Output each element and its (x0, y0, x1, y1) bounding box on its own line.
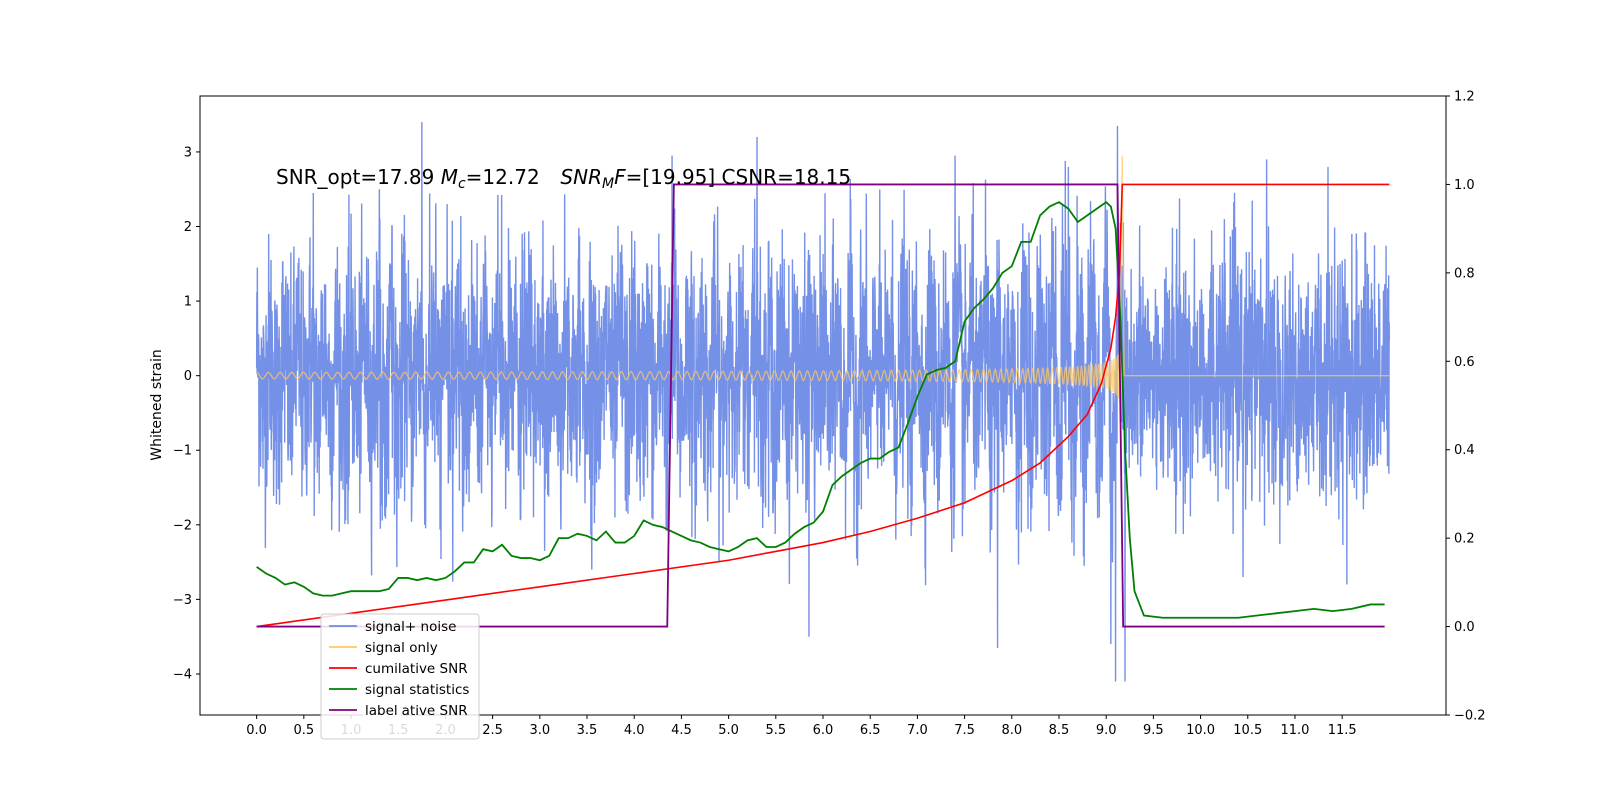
x-tick-label: 4.0 (624, 723, 645, 738)
x-tick-label: 10.0 (1186, 723, 1215, 738)
series-signal-statistics (256, 200, 1385, 619)
x-tick-label: 6.5 (860, 723, 881, 738)
y-left-tick-label: 1 (184, 295, 192, 310)
x-tick-label: 3.5 (577, 723, 598, 738)
y-left-tick-label: −1 (173, 444, 192, 459)
y-left-tick-label: 0 (184, 369, 192, 384)
legend: signal+ noise signal only cumilative SNR si… (320, 613, 480, 740)
series-layer (255, 122, 1391, 682)
x-tick-label: 7.0 (907, 723, 928, 738)
y-left-tick-label: −4 (173, 667, 192, 682)
legend-label: label (365, 703, 398, 719)
y-left-tick-label: 3 (184, 145, 192, 160)
x-tick-label: 2.5 (482, 723, 503, 738)
x-tick-label: 9.5 (1143, 723, 1164, 738)
x-axis: 0.00.51.01.52.02.53.03.54.04.55.05.56.06… (246, 715, 1357, 738)
x-tick-label: 9.0 (1096, 723, 1117, 738)
y-right-tick-label: 1.0 (1454, 178, 1475, 193)
y-right-tick-label: 1.2 (1454, 90, 1475, 105)
x-tick-label: 7.5 (954, 723, 975, 738)
x-tick-label: 8.0 (1001, 723, 1022, 738)
legend-label: cumilative SNR (365, 661, 468, 677)
chart-annotation: SNR_opt=17.89 Mc=12.72 SNRMF=[19.95] CSN… (276, 165, 851, 192)
x-tick-label: 11.0 (1280, 723, 1309, 738)
legend-label: signal only (365, 640, 438, 656)
legend-label-bg (363, 701, 401, 719)
series-label (256, 183, 1385, 628)
x-tick-label: 5.5 (765, 723, 786, 738)
series-cumulative-snr (256, 183, 1390, 628)
x-tick-label: 0.0 (246, 723, 267, 738)
y-left-tick-label: −3 (173, 593, 192, 608)
y-axis-left: 3 2 1 0 −1 −2 −3 −4 (173, 145, 200, 682)
x-tick-label: 0.5 (293, 723, 314, 738)
y-right-tick-label: 0.8 (1454, 266, 1475, 281)
x-tick-label: 10.5 (1233, 723, 1262, 738)
legend-label: signal statistics (365, 682, 469, 698)
y-right-tick-label: −0.2 (1454, 709, 1486, 724)
x-tick-label: 5.0 (718, 723, 739, 738)
y-right-tick-label: 0.6 (1454, 355, 1475, 370)
y-left-tick-label: 2 (184, 220, 192, 235)
y-right-tick-label: 0.0 (1454, 620, 1475, 635)
x-tick-label: 4.5 (671, 723, 692, 738)
series-signal-only (256, 155, 1390, 403)
x-tick-label: 8.5 (1049, 723, 1070, 738)
series-signal-noise (255, 122, 1391, 682)
y-right-tick-label: 0.2 (1454, 532, 1475, 547)
legend-box (320, 613, 480, 740)
y-axis-label: Whitened strain (149, 349, 165, 460)
x-tick-label: 3.0 (529, 723, 550, 738)
y-right-tick-label: 0.4 (1454, 443, 1475, 458)
x-tick-label: 11.5 (1328, 723, 1357, 738)
x-tick-label: 6.0 (813, 723, 834, 738)
y-left-tick-label: −2 (173, 518, 192, 533)
legend-label: signal+ noise (365, 619, 456, 635)
y-axis-right: 1.2 1.0 0.8 0.6 0.4 0.2 0.0 −0.2 (1446, 90, 1486, 724)
